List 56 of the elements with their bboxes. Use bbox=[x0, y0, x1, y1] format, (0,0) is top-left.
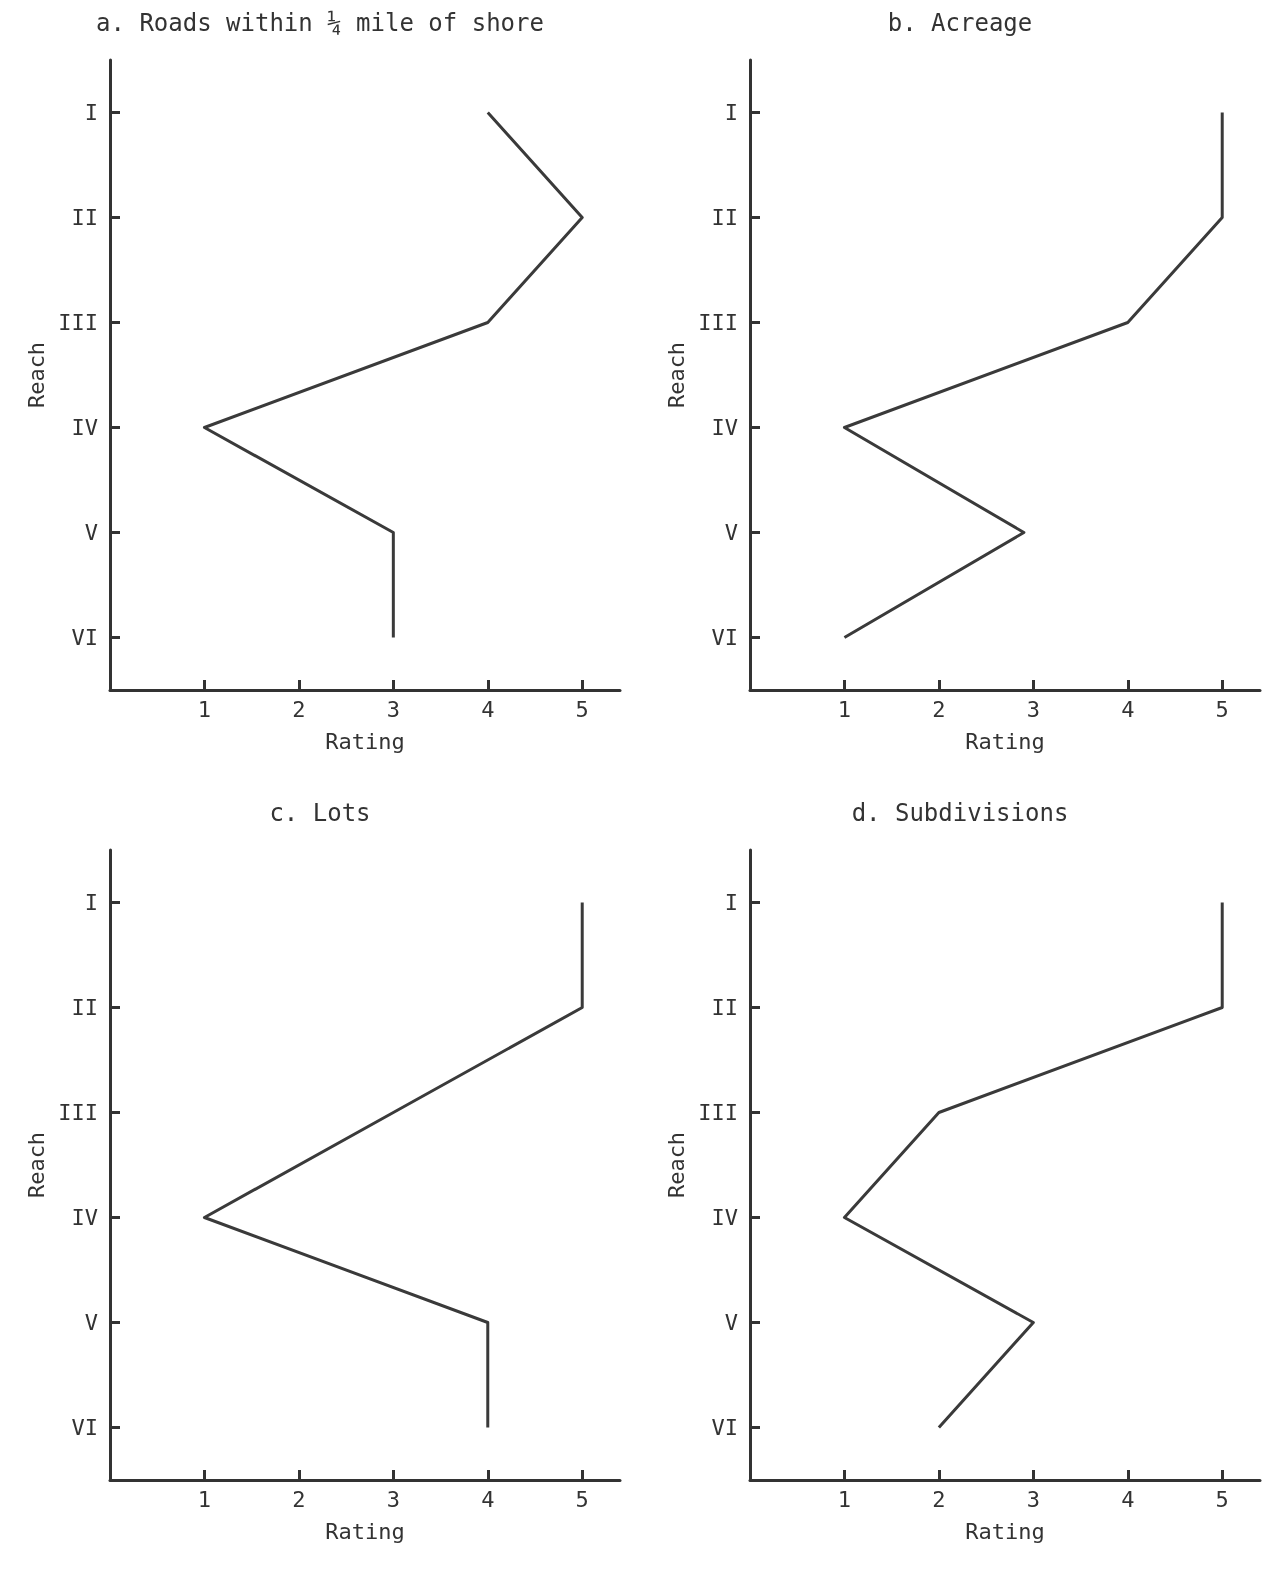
x-tick-label: 5 bbox=[1215, 696, 1229, 722]
y-tick-label: II bbox=[71, 995, 98, 1020]
x-tick-label: 3 bbox=[386, 696, 400, 722]
chart-title: d. Subdivisions bbox=[851, 799, 1069, 827]
x-tick-label: 3 bbox=[1026, 1486, 1040, 1512]
y-axis-title: Reach bbox=[23, 341, 49, 409]
x-tick-label: 5 bbox=[575, 696, 589, 722]
y-tick-label: III bbox=[698, 1100, 738, 1125]
y-tick-label: V bbox=[84, 1310, 98, 1335]
x-axis-title: Rating bbox=[965, 728, 1045, 754]
x-tick-label: 1 bbox=[837, 696, 852, 722]
y-axis-title: Reach bbox=[663, 341, 689, 409]
x-tick-label: 3 bbox=[386, 1486, 400, 1512]
x-tick-label: 4 bbox=[1121, 1486, 1135, 1512]
x-axis-title: Rating bbox=[965, 1518, 1045, 1544]
chart-title: a. Roads within ¼ mile of shore bbox=[96, 9, 544, 37]
x-tick-label: 4 bbox=[481, 696, 495, 722]
y-tick-label: IV bbox=[71, 1205, 98, 1230]
chart-title: c. Lots bbox=[269, 799, 371, 827]
x-axis-title: Rating bbox=[325, 1518, 405, 1544]
x-tick-label: 2 bbox=[292, 696, 306, 722]
y-tick-label: V bbox=[724, 520, 738, 545]
y-tick-label: II bbox=[711, 995, 738, 1020]
x-tick-label: 2 bbox=[932, 696, 946, 722]
y-tick-label: IV bbox=[71, 415, 98, 440]
y-tick-label: II bbox=[71, 205, 98, 230]
y-tick-label: II bbox=[711, 205, 738, 230]
y-tick-label: III bbox=[58, 1100, 98, 1125]
y-tick-label: VI bbox=[711, 625, 738, 650]
x-tick-label: 5 bbox=[1215, 1486, 1229, 1512]
y-tick-label: VI bbox=[71, 625, 98, 650]
y-tick-label: I bbox=[84, 890, 98, 915]
y-axis-title: Reach bbox=[663, 1131, 689, 1199]
y-tick-label: IV bbox=[711, 1205, 738, 1230]
y-axis-title: Reach bbox=[23, 1131, 49, 1199]
chart-title: b. Acreage bbox=[887, 9, 1033, 37]
x-tick-label: 5 bbox=[575, 1486, 589, 1512]
x-tick-label: 2 bbox=[932, 1486, 946, 1512]
x-tick-label: 3 bbox=[1026, 696, 1040, 722]
y-tick-label: IV bbox=[711, 415, 738, 440]
y-tick-label: I bbox=[724, 890, 738, 915]
x-tick-label: 4 bbox=[481, 1486, 495, 1512]
y-tick-label: III bbox=[58, 310, 98, 335]
x-tick-label: 1 bbox=[837, 1486, 852, 1512]
x-tick-label: 1 bbox=[197, 696, 212, 722]
y-tick-label: I bbox=[84, 100, 98, 125]
y-tick-label: I bbox=[724, 100, 738, 125]
y-tick-label: III bbox=[698, 310, 738, 335]
y-tick-label: V bbox=[84, 520, 98, 545]
x-tick-label: 4 bbox=[1121, 696, 1135, 722]
x-axis-title: Rating bbox=[325, 728, 405, 754]
y-tick-label: VI bbox=[711, 1415, 738, 1440]
y-tick-label: VI bbox=[71, 1415, 98, 1440]
x-tick-label: 2 bbox=[292, 1486, 306, 1512]
y-tick-label: V bbox=[724, 1310, 738, 1335]
x-tick-label: 1 bbox=[197, 1486, 212, 1512]
